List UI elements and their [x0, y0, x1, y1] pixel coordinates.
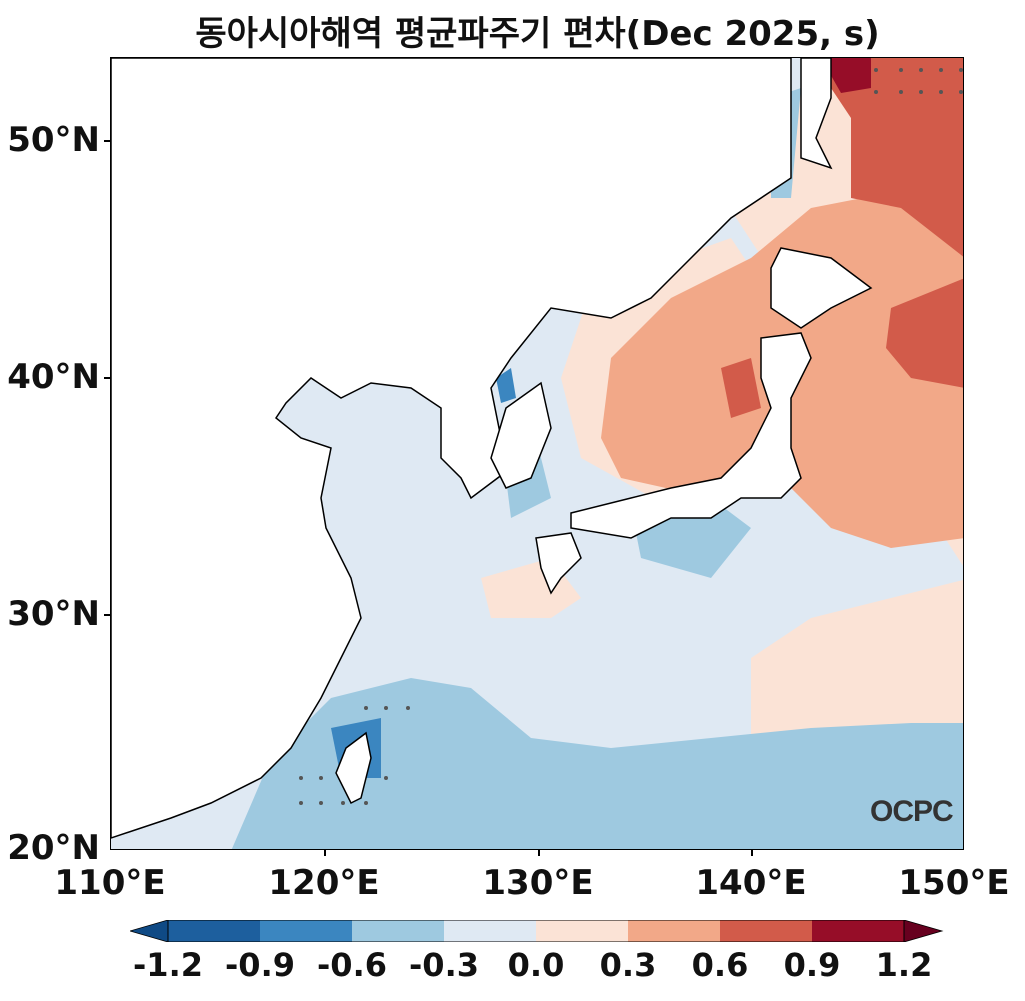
stipple-dot: [364, 801, 368, 805]
colorbar-label: -0.6: [317, 946, 387, 984]
japan-honshu: [570, 332, 812, 539]
sakhalin: [800, 58, 833, 170]
stipple-dot: [299, 776, 303, 780]
mainland-asia: [111, 58, 792, 839]
colorbar-extend-low: [128, 919, 169, 943]
light-blue-band-south: [231, 678, 963, 849]
x-tick-130e: 130°E: [482, 863, 594, 903]
stipple-dot: [899, 68, 903, 72]
colorbar-label: -0.3: [409, 946, 479, 984]
stipple-dot: [939, 90, 943, 94]
colorbar-bin: [536, 920, 628, 942]
map-title: 동아시아해역 평균파주기 편차(Dec 2025, s): [195, 14, 880, 54]
taiwan: [335, 731, 372, 805]
stipple-dot: [319, 776, 323, 780]
x-tickmark: [538, 850, 540, 856]
colorbar-bin: [812, 920, 904, 942]
stipple-dot: [899, 90, 903, 94]
x-tick-150e: 150°E: [898, 863, 1010, 903]
colorbar: [128, 919, 945, 943]
stipple-dot: [384, 776, 388, 780]
colorbar-bin: [352, 920, 444, 942]
stipple-dot: [406, 706, 410, 710]
x-tick-120e: 120°E: [268, 863, 380, 903]
dark-red-patch: [821, 58, 871, 93]
strong-red-patch: [721, 358, 761, 418]
colorbar-label: 0.6: [691, 946, 749, 984]
japan-kyushu: [535, 532, 582, 595]
mid-blue-korea-patch: [496, 368, 516, 403]
stipple-dot: [959, 90, 963, 94]
significance-dots: [299, 68, 963, 805]
stipple-dot: [874, 68, 878, 72]
colorbar-bin: [628, 920, 720, 942]
colorbar-extend-high: [903, 919, 944, 943]
y-tick-20n: 20°N: [7, 828, 100, 868]
map-panel: [110, 57, 964, 850]
colorbar-label: -0.9: [225, 946, 295, 984]
ocpc-logo: OCPC: [870, 795, 954, 828]
strong-red-region-north: [811, 58, 963, 257]
x-tick-110e: 110°E: [54, 863, 166, 903]
y-tickmark: [104, 377, 110, 379]
colorbar-graphic: [128, 919, 944, 943]
x-tickmark: [324, 850, 326, 856]
stipple-dot: [919, 68, 923, 72]
korean-peninsula: [490, 381, 552, 489]
stipple-dot: [384, 706, 388, 710]
stipple-dot: [319, 801, 323, 805]
y-tickmark: [104, 140, 110, 142]
colorbar-label: 0.9: [783, 946, 841, 984]
y-tick-30n: 30°N: [7, 594, 100, 634]
anomaly-map: [111, 58, 963, 849]
stipple-dot: [341, 801, 345, 805]
stipple-dot: [364, 706, 368, 710]
colorbar-bin: [168, 920, 260, 942]
stipple-dot: [939, 68, 943, 72]
colorbar-label: 0.3: [599, 946, 657, 984]
colorbar-bin: [260, 920, 352, 942]
colorbar-bin: [444, 920, 536, 942]
strong-red-region-east: [886, 278, 963, 388]
colorbar-bin: [720, 920, 812, 942]
colorbar-label: 0.0: [507, 946, 565, 984]
stipple-dot: [959, 68, 963, 72]
y-tickmark: [104, 614, 110, 616]
y-tick-50n: 50°N: [7, 120, 100, 160]
x-tick-140e: 140°E: [695, 863, 807, 903]
y-tick-40n: 40°N: [7, 357, 100, 397]
japan-hokkaido: [770, 247, 873, 329]
stipple-dot: [874, 90, 878, 94]
colorbar-label: -1.2: [133, 946, 203, 984]
x-tickmark: [751, 850, 753, 856]
colorbar-label: 1.2: [875, 946, 933, 984]
stipple-dot: [299, 801, 303, 805]
stipple-dot: [919, 90, 923, 94]
